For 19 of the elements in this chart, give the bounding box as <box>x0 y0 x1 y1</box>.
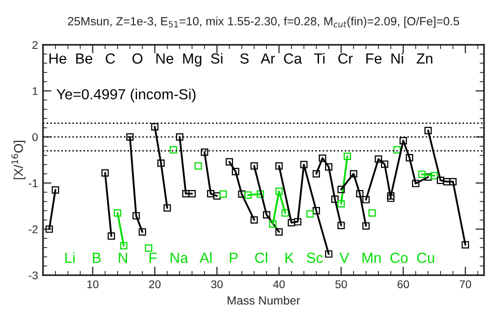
x-tick-label: 10 <box>87 280 98 288</box>
x-tick-label: 30 <box>211 280 223 288</box>
annotation: Ye=0.4997 (incom-Si) <box>56 88 196 102</box>
y-tick-label: 1 <box>32 87 38 95</box>
x-tick-label: 60 <box>398 280 409 288</box>
y-tick-label: 2 <box>32 41 38 49</box>
annotation: Li B N F Na Al P Cl K Sc V Mn Co Cu <box>65 252 434 263</box>
x-tick-label: 20 <box>149 280 161 288</box>
y-tick-label: -1 <box>28 179 38 188</box>
x-tick-label: 50 <box>335 280 347 288</box>
y-tick-label: 0 <box>32 133 38 142</box>
y-tick-label: -3 <box>28 271 38 280</box>
y-axis-title: [X/$^{16}$O] <box>11 140 26 180</box>
chart-title: 25Msun, Z=1e-3, E$_{51}$=10, mix 1.55-2.30, f=0.28, M$_{cut}$(fin)=2.09, [O/Fe]=0.5 <box>68 16 460 28</box>
y-tick-label: -2 <box>28 225 38 234</box>
x-axis-title: Mass Number <box>228 296 300 305</box>
x-tick-label: 40 <box>273 280 285 288</box>
x-tick-label: 70 <box>460 280 472 288</box>
annotation: He Be C O Ne Mg Si S Ar Ca Ti Cr Fe Ni Zn <box>49 52 432 67</box>
